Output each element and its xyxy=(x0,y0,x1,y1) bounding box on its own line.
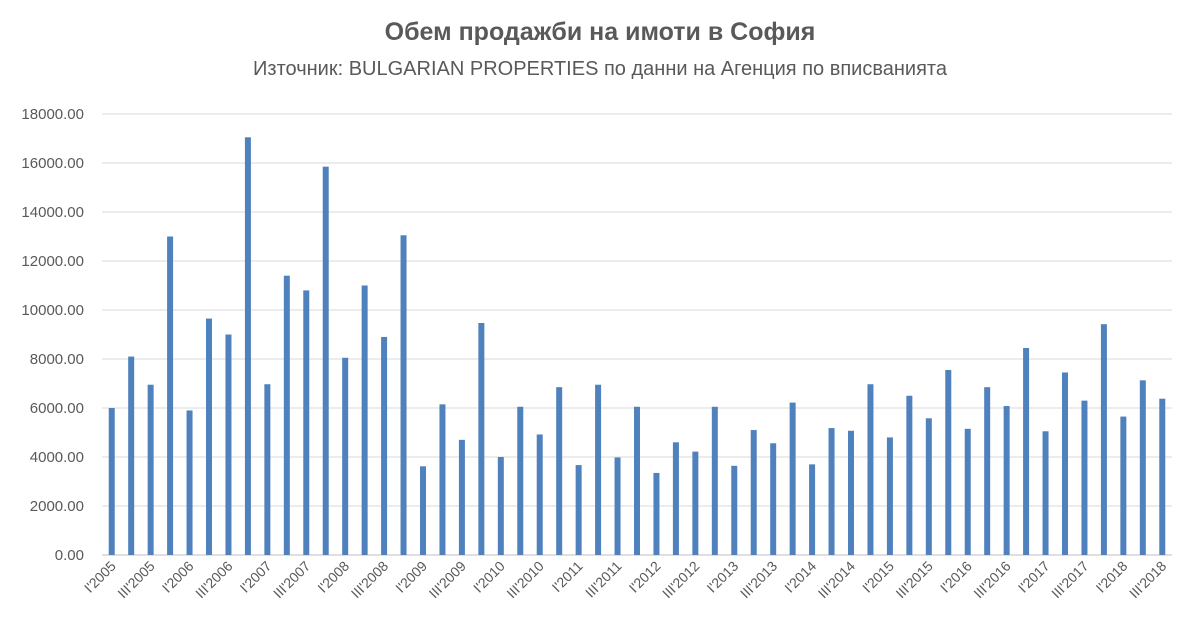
bar xyxy=(1042,431,1049,555)
bar xyxy=(400,235,407,555)
bar xyxy=(381,336,388,555)
x-tick-label: III'2007 xyxy=(270,558,314,602)
bar xyxy=(167,236,174,555)
bar xyxy=(984,387,991,555)
x-tick-label: III'2009 xyxy=(426,558,470,602)
bar xyxy=(264,384,271,555)
bar xyxy=(672,442,679,555)
x-tick-label: III'2015 xyxy=(892,558,936,602)
bar xyxy=(634,406,640,555)
bar xyxy=(108,408,115,555)
y-tick-label: 6000.00 xyxy=(30,400,84,417)
x-tick-label: III'2012 xyxy=(659,558,703,602)
bar xyxy=(945,370,952,555)
x-tick-label: III'2010 xyxy=(503,558,547,602)
y-tick-label: 16000.00 xyxy=(21,155,84,172)
bar xyxy=(536,434,543,555)
bar xyxy=(867,384,874,555)
bar xyxy=(497,457,504,555)
y-tick-label: 2000.00 xyxy=(30,498,84,515)
bar xyxy=(906,395,913,555)
bar xyxy=(653,472,660,555)
x-tick-label: III'2006 xyxy=(192,558,236,602)
x-tick-label: III'2011 xyxy=(582,558,625,601)
bar xyxy=(342,357,349,555)
bar xyxy=(595,384,602,555)
bar xyxy=(886,437,893,555)
chart-title: Обем продажби на имоти в София xyxy=(384,18,816,46)
bar xyxy=(225,334,232,555)
bar xyxy=(575,465,582,555)
bar xyxy=(128,356,135,555)
bar xyxy=(1100,324,1107,555)
y-tick-label: 10000.00 xyxy=(21,302,84,319)
y-tick-label: 0.00 xyxy=(55,547,84,564)
bar xyxy=(206,318,212,555)
bar xyxy=(556,387,563,555)
bar xyxy=(517,406,524,555)
bar xyxy=(789,402,796,555)
x-tick-label: III'2013 xyxy=(737,558,781,602)
bar xyxy=(1081,400,1088,555)
chart-subtitle: Източник: BULGARIAN PROPERTIES по данни … xyxy=(253,58,947,80)
bar xyxy=(731,465,738,555)
x-tick-label: III'2016 xyxy=(970,558,1014,602)
bar xyxy=(147,384,154,555)
bar xyxy=(614,457,621,555)
bar xyxy=(750,430,757,555)
bar xyxy=(848,430,854,555)
bar xyxy=(1003,406,1010,555)
bar xyxy=(809,464,816,555)
x-tick-label: I'2011 xyxy=(549,558,586,595)
bar xyxy=(478,322,485,555)
bar xyxy=(283,275,290,555)
bar xyxy=(1159,398,1166,555)
bar xyxy=(439,404,446,555)
y-tick-label: 14000.00 xyxy=(21,204,84,221)
bar xyxy=(361,285,368,555)
bar xyxy=(244,137,251,555)
bar xyxy=(828,428,835,555)
bar xyxy=(1120,416,1127,555)
bar xyxy=(303,290,310,555)
bar xyxy=(1023,347,1030,555)
y-tick-label: 4000.00 xyxy=(30,449,84,466)
x-tick-label: III'2014 xyxy=(815,558,859,602)
bar xyxy=(420,466,426,555)
bar xyxy=(322,166,329,556)
bar xyxy=(692,451,699,555)
x-tick-label: III'2008 xyxy=(348,558,392,602)
bars xyxy=(108,137,1166,556)
bar xyxy=(1062,372,1068,555)
bar xyxy=(770,443,777,555)
bar xyxy=(925,418,932,555)
x-tick-label: III'2005 xyxy=(114,558,158,602)
x-tick-label: III'2017 xyxy=(1048,558,1092,602)
bar xyxy=(1139,380,1146,555)
bar xyxy=(458,439,465,555)
x-tick-label: III'2018 xyxy=(1126,558,1170,602)
y-tick-label: 12000.00 xyxy=(21,253,84,270)
y-tick-label: 18000.00 xyxy=(21,106,84,123)
bar xyxy=(964,428,971,555)
y-tick-label: 8000.00 xyxy=(30,351,84,368)
y-axis: 0.00 2000.00 4000.00 6000.00 8000.00 10000.00… xyxy=(21,106,84,564)
bar xyxy=(711,406,718,555)
bar xyxy=(186,410,193,555)
